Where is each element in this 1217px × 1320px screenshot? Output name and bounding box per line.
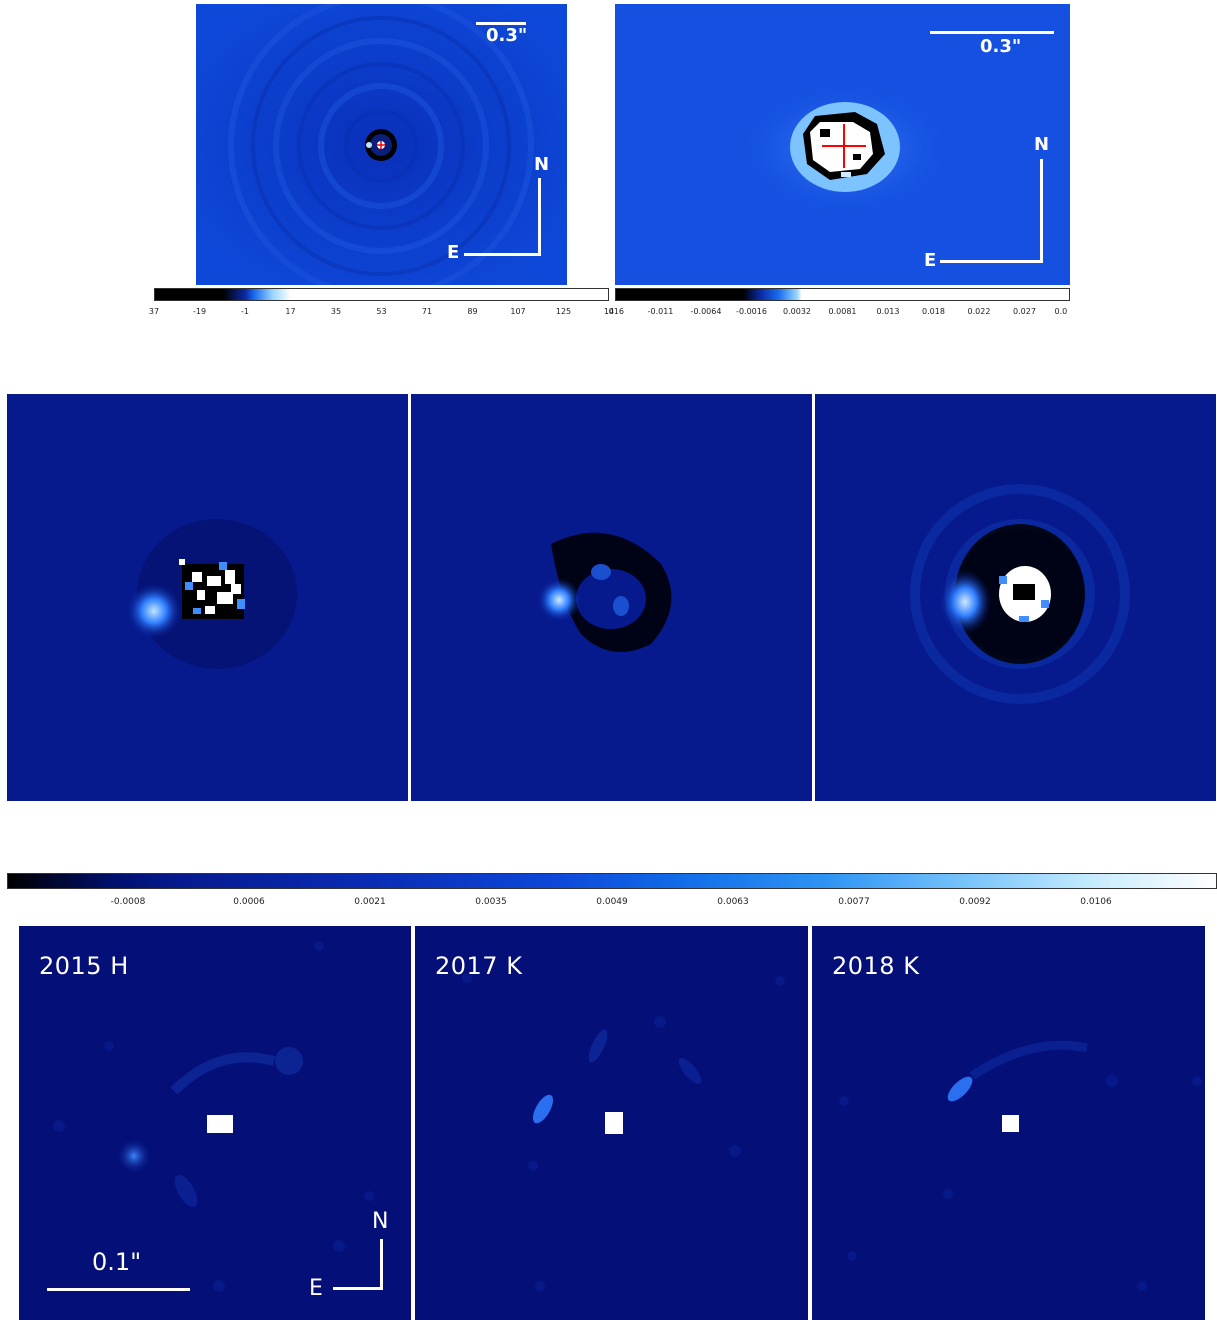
- colorbar-tick: -0.011: [647, 307, 674, 316]
- epoch-label: 2018 K: [832, 952, 920, 980]
- top-right-colorbar-ticks: .016 -0.011 -0.0064 -0.0016 0.0032 0.008…: [606, 307, 1070, 319]
- colorbar-tick: -1: [241, 307, 249, 316]
- shared-colorbar-ticks: -0.0008 0.0006 0.0021 0.0035 0.0049 0.00…: [7, 897, 1217, 911]
- compass-north-arrow: [538, 178, 541, 256]
- colorbar-tick: 107: [510, 307, 526, 316]
- colorbar-tick: 0.0092: [959, 897, 991, 907]
- epoch-label: 2017 K: [435, 952, 523, 980]
- colorbar-tick: 0.027: [1013, 307, 1036, 316]
- compass-east-label: E: [924, 250, 937, 271]
- compass-north-arrow: [1040, 159, 1043, 262]
- compass-east-label: E: [309, 1276, 323, 1301]
- colorbar-tick: 0.0032: [783, 307, 811, 316]
- bottom-image-2015-h-graphic: [53, 941, 374, 1292]
- colorbar-tick: 53: [376, 307, 387, 316]
- colorbar-tick: 0.018: [922, 307, 945, 316]
- bottom-image-2018-k: 2018 K: [812, 926, 1205, 1320]
- compass-east-arrow: [940, 260, 1043, 263]
- middle-image-2-graphic: [537, 532, 672, 652]
- colorbar-tick: 71: [421, 307, 433, 316]
- bottom-image-2017-k: 2017 K: [415, 926, 808, 1320]
- colorbar-tick: 0.0063: [717, 897, 749, 907]
- colorbar-tick: -0.0016: [736, 307, 767, 316]
- colorbar-tick: 0.013: [876, 307, 900, 316]
- colorbar-tick: 0.0081: [828, 307, 857, 316]
- top-left-colorbar: [154, 288, 609, 301]
- colorbar-tick: .016: [606, 307, 624, 316]
- colorbar-tick: 89: [467, 307, 478, 316]
- colorbar-tick: 0.0: [1054, 307, 1068, 316]
- scale-bar-label: 0.3": [980, 36, 1022, 57]
- bottom-image-2018-k-graphic: [839, 1040, 1202, 1291]
- colorbar-tick: 0.022: [967, 307, 991, 316]
- scale-bar: [930, 31, 1054, 34]
- colorbar-tick: 125: [555, 307, 572, 316]
- colorbar-tick: 0.0106: [1080, 897, 1112, 907]
- colorbar-tick: 35: [330, 307, 342, 316]
- top-right-colorbar: [615, 288, 1070, 301]
- colorbar-tick: 0.0006: [233, 897, 265, 907]
- bottom-image-2015-h: 2015 H 0.1" N E: [19, 926, 411, 1320]
- colorbar-tick: 0.0021: [354, 897, 386, 907]
- top-left-colorbar-ticks: 37 -19 -1 17 35 53 71 89 107 125 14: [149, 307, 614, 319]
- colorbar-tick: 14: [603, 307, 615, 316]
- top-left-image-graphic: [196, 4, 567, 285]
- scale-bar-label: 0.3": [486, 25, 528, 46]
- top-right-image: 0.3" N E: [615, 4, 1070, 285]
- colorbar-tick: 37: [148, 307, 160, 316]
- colorbar-tick: -0.0064: [690, 307, 722, 316]
- colorbar-tick: 0.0049: [596, 897, 628, 907]
- colorbar-tick: 0.0077: [838, 897, 870, 907]
- middle-image-2: [411, 394, 812, 801]
- middle-image-1: [7, 394, 408, 801]
- colorbar-tick: -19: [192, 307, 207, 316]
- middle-image-3: [815, 394, 1216, 801]
- compass-east-arrow: [333, 1287, 383, 1290]
- colorbar-tick: -0.0008: [110, 897, 146, 907]
- colorbar-tick: 0.0035: [475, 897, 507, 907]
- middle-image-1-graphic: [126, 519, 297, 669]
- compass-north-label: N: [1034, 134, 1050, 155]
- scale-bar-label: 0.1": [92, 1248, 142, 1276]
- compass-north-arrow: [380, 1239, 383, 1289]
- compass-east-label: E: [447, 242, 460, 263]
- epoch-label: 2015 H: [39, 952, 129, 980]
- shared-colorbar: [7, 873, 1217, 889]
- compass-east-arrow: [464, 253, 541, 256]
- middle-image-3-graphic: [910, 484, 1130, 704]
- scale-bar: [476, 22, 526, 25]
- compass-north-label: N: [534, 154, 550, 175]
- scale-bar: [47, 1288, 190, 1291]
- bottom-image-2017-k-graphic: [462, 973, 785, 1291]
- top-right-image-graphic: [735, 79, 955, 219]
- colorbar-tick: 17: [285, 307, 296, 316]
- compass-north-label: N: [372, 1209, 389, 1234]
- top-left-image: 0.3" N E: [196, 4, 567, 285]
